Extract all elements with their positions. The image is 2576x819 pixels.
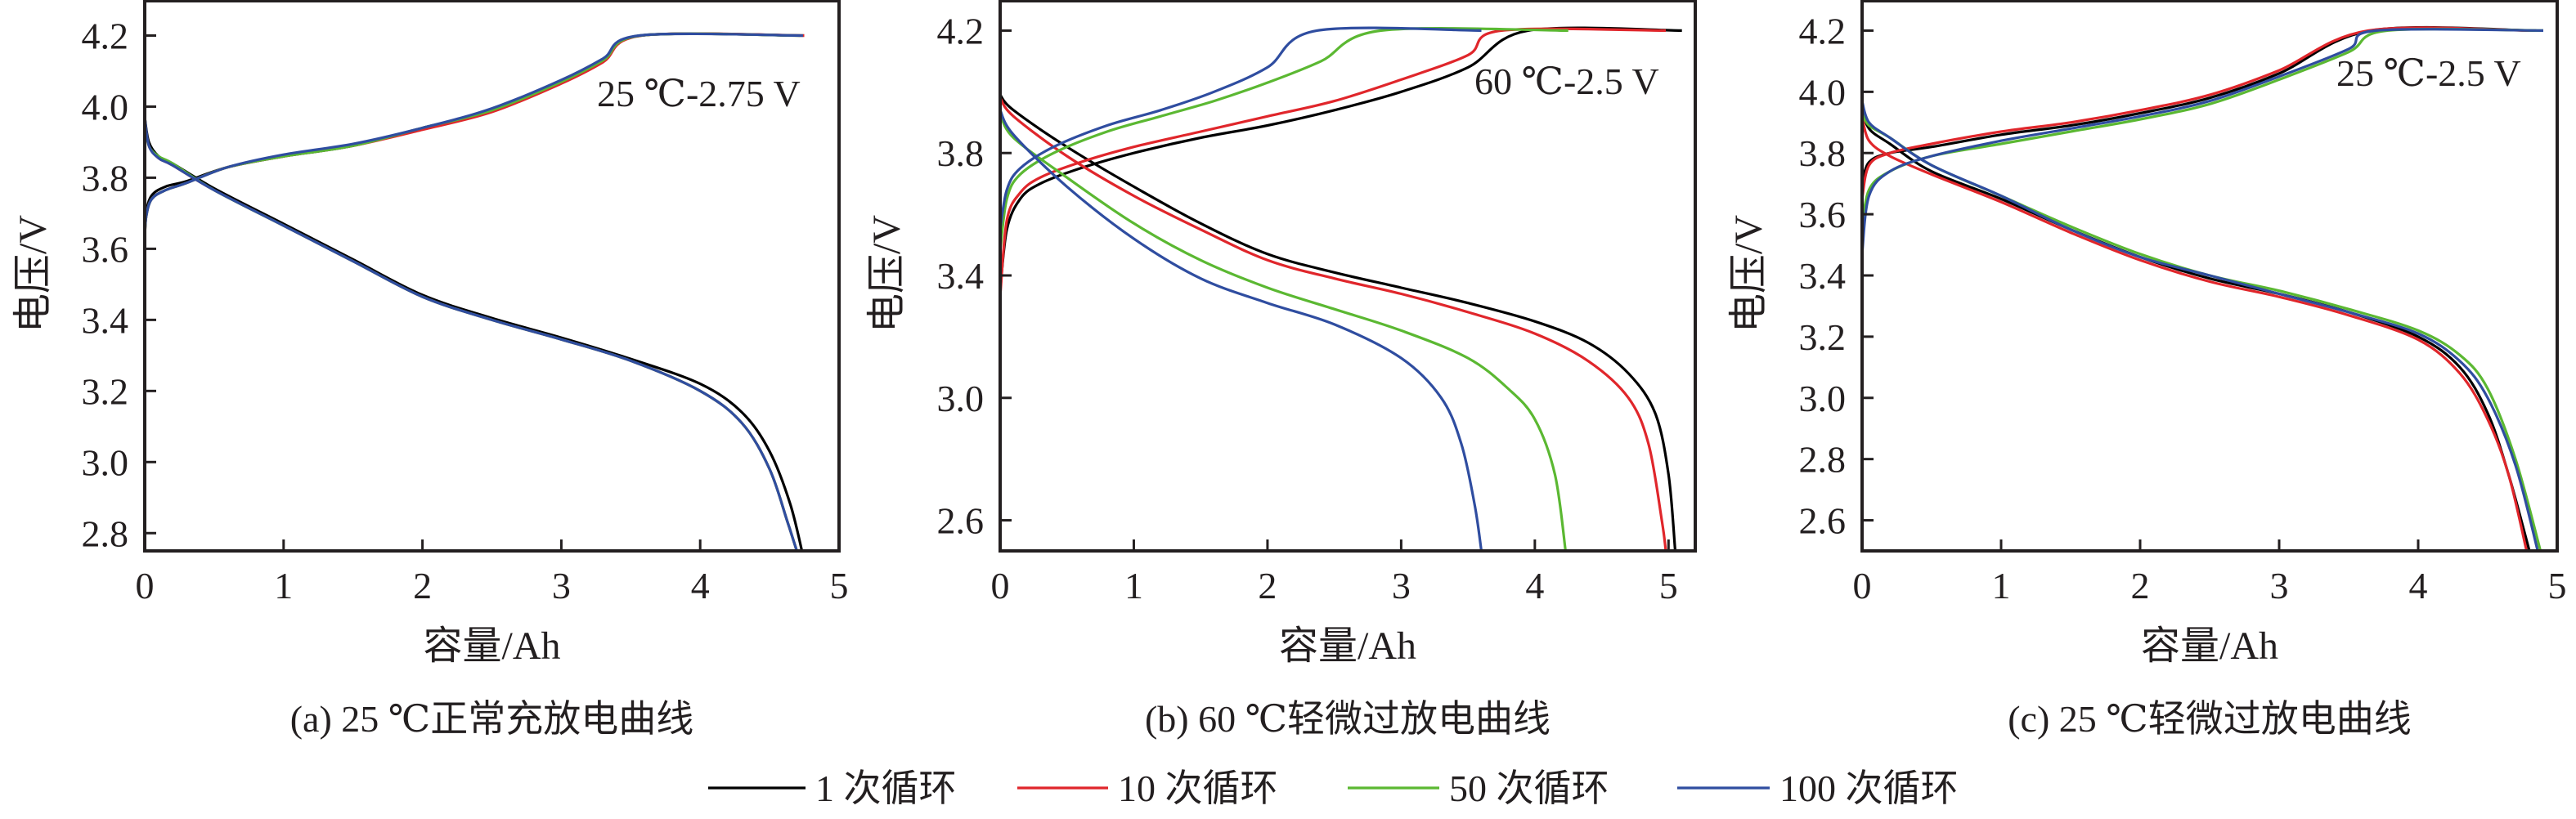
- series-line-10-cycle-charge: [1000, 27, 1667, 298]
- y-tick-label: 3.8: [82, 157, 129, 199]
- series-line-1-cycle-charge: [145, 32, 805, 239]
- series-line-1-cycle-discharge: [1000, 94, 1677, 551]
- y-axis-label: 电压/V: [11, 215, 55, 333]
- plot-area: [145, 32, 805, 551]
- legend-label: 100 次循环: [1779, 768, 1959, 809]
- series-line-1-cycle-discharge: [1862, 106, 2531, 551]
- series-line-100-cycle-discharge: [145, 117, 799, 551]
- y-tick-label: 3.0: [937, 378, 985, 419]
- legend-label: 10 次循环: [1118, 768, 1278, 809]
- y-tick-label: 4.0: [82, 86, 129, 128]
- panel-a: 0 1 2 3 4 5 2.8 3.0 3.2 3.4 3.6 3.8 4.0 4.2 容量/Ah 电压/V 2…: [11, 0, 849, 740]
- x-tick-label: 0: [1853, 565, 1872, 606]
- legend-label: 1 次循环: [815, 768, 957, 809]
- x-tick-label: 2: [2131, 565, 2150, 606]
- x-tick-label: 2: [1258, 565, 1277, 606]
- x-tick-label: 3: [552, 565, 571, 606]
- panel-caption: (a) 25 ℃正常充放电曲线: [290, 698, 694, 740]
- series-line-100-cycle-charge: [1000, 26, 1482, 230]
- panels: 0 1 2 3 4 5 2.8 3.0 3.2 3.4 3.6 3.8 4.0 4.2 容量/Ah 电压/V 2…: [11, 0, 2567, 740]
- legend-item: 50 次循环: [1348, 768, 1609, 809]
- series-line-100-cycle-discharge: [1862, 101, 2539, 551]
- panel-b: 0 1 2 3 4 5 2.6 3.0 3.4 3.8 4.2 容量/Ah 电压/V 60 ℃-2.5 V…: [865, 0, 1697, 740]
- series-line-10-cycle-discharge: [1000, 96, 1667, 551]
- x-tick-label: 3: [2270, 565, 2289, 606]
- x-tick-label: 1: [1124, 565, 1143, 606]
- series-line-10-cycle-discharge: [145, 120, 799, 551]
- y-tick-label: 3.8: [1799, 132, 1847, 174]
- series-line-10-cycle-charge: [1862, 26, 2530, 199]
- legend-item: 1 次循环: [708, 768, 957, 809]
- x-tick-label: 0: [136, 565, 155, 606]
- series-line-10-cycle-discharge: [1862, 115, 2529, 551]
- x-tick-label: 3: [1392, 565, 1411, 606]
- x-tick-label: 5: [830, 565, 849, 606]
- y-tick-label: 3.0: [82, 441, 129, 483]
- plot-area: [1862, 25, 2544, 551]
- series-line-100-cycle-discharge: [1000, 110, 1483, 551]
- y-axis-label: 电压/V: [1727, 215, 1770, 333]
- y-tick-label: 2.6: [937, 500, 985, 542]
- y-tick-label: 4.2: [1799, 10, 1847, 51]
- y-tick-label: 3.2: [1799, 316, 1847, 358]
- y-tick-label: 4.2: [82, 15, 129, 56]
- condition-annotation: 25 ℃-2.5 V: [2336, 52, 2521, 94]
- legend: 1 次循环 10 次循环 50 次循环 100 次循环: [708, 768, 1959, 809]
- series-line-50-cycle-charge: [1000, 27, 1568, 252]
- panel-caption: (c) 25 ℃轻微过放电曲线: [2008, 698, 2412, 740]
- y-axis-label: 电压/V: [865, 215, 909, 333]
- y-tick-label: 3.6: [1799, 194, 1847, 235]
- condition-annotation: 25 ℃-2.75 V: [597, 73, 801, 114]
- panel-c: 0 1 2 3 4 5 2.6 2.8 3.0 3.2 3.4 3.6 3.8 4.0 4.2 容量/Ah 电压…: [1727, 0, 2567, 740]
- x-tick-label: 4: [2409, 565, 2428, 606]
- legend-item: 10 次循环: [1017, 768, 1278, 809]
- series-line-1-cycle-discharge: [145, 117, 804, 551]
- y-tick-label: 3.8: [937, 132, 985, 174]
- series-line-10-cycle-charge: [145, 32, 805, 239]
- y-tick-label: 3.6: [82, 228, 129, 270]
- x-axis-label: 容量/Ah: [423, 624, 560, 668]
- y-tick-label: 2.8: [1799, 439, 1847, 481]
- series-line-100-cycle-charge: [1862, 28, 2544, 254]
- y-tick-label: 3.0: [1799, 378, 1847, 419]
- x-axis-label: 容量/Ah: [1279, 624, 1416, 668]
- y-tick-label: 4.2: [937, 10, 985, 51]
- y-tick-label: 2.8: [82, 512, 129, 554]
- plot-area: [1000, 26, 1682, 551]
- x-tick-label: 5: [1659, 565, 1678, 606]
- y-tick-label: 3.4: [937, 255, 985, 297]
- legend-item: 100 次循环: [1677, 768, 1959, 809]
- x-tick-label: 2: [413, 565, 432, 606]
- series-line-50-cycle-discharge: [145, 120, 799, 551]
- legend-label: 50 次循环: [1449, 768, 1609, 809]
- y-tick-label: 3.4: [1799, 255, 1847, 297]
- x-tick-label: 5: [2548, 565, 2567, 606]
- x-tick-label: 4: [1525, 565, 1544, 606]
- x-tick-label: 4: [691, 565, 710, 606]
- series-line-1-cycle-charge: [1000, 26, 1682, 291]
- series-line-100-cycle-charge: [145, 32, 803, 239]
- y-tick-label: 2.6: [1799, 500, 1847, 542]
- x-tick-label: 1: [274, 565, 293, 606]
- y-tick-label: 3.2: [82, 370, 129, 412]
- condition-annotation: 60 ℃-2.5 V: [1474, 60, 1659, 102]
- x-axis-label: 容量/Ah: [2141, 624, 2278, 668]
- y-tick-label: 3.4: [82, 299, 129, 341]
- series-line-50-cycle-discharge: [1000, 112, 1567, 551]
- panel-caption: (b) 60 ℃轻微过放电曲线: [1145, 698, 1551, 740]
- axes-frame: [143, 0, 841, 553]
- x-tick-label: 0: [991, 565, 1010, 606]
- series-line-50-cycle-charge: [145, 32, 801, 239]
- x-tick-label: 1: [1992, 565, 2011, 606]
- y-tick-label: 4.0: [1799, 71, 1847, 113]
